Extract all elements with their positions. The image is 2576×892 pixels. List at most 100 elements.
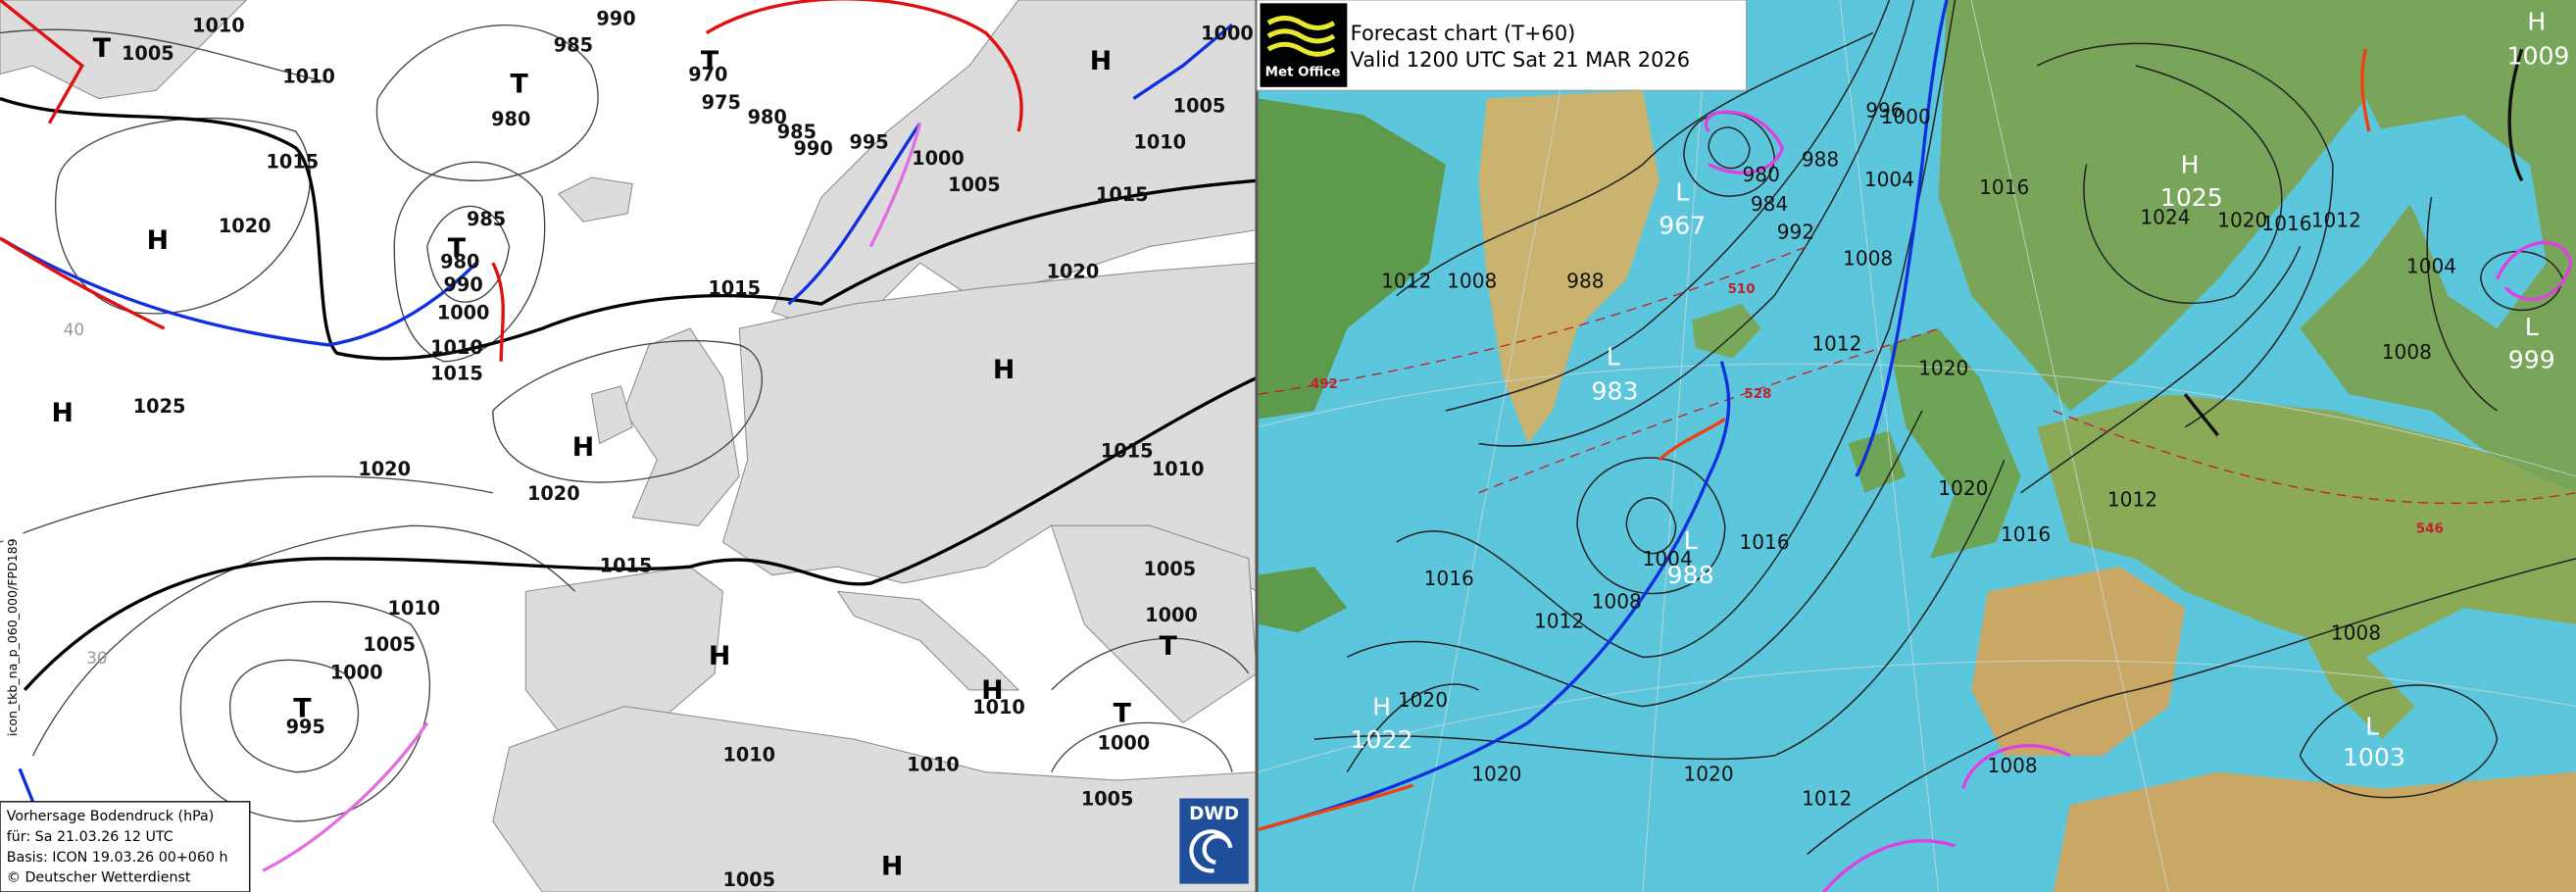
legend-line: Vorhersage Bodendruck (hPa) (7, 809, 215, 824)
isobar-label: 1016 (1739, 530, 1789, 554)
met-office-map: Met Office Forecast chart (T+60) Valid 1… (1256, 0, 2576, 892)
pressure-centre: H (981, 675, 1003, 706)
isobar-label: 990 (444, 273, 483, 296)
isobar-label: 995 (850, 130, 889, 153)
isobar-label: 1010 (722, 743, 775, 766)
isobar-label: 980 (748, 106, 787, 128)
isobar-label: 990 (794, 137, 833, 160)
isobar-label: 1015 (1101, 439, 1154, 462)
model-code: icon_tkb_na_p_060_000/FPD189 (5, 538, 20, 736)
isobar-label: 1020 (219, 215, 272, 237)
pressure-centre: T (701, 46, 719, 76)
legend-line: © Deutscher Wetterdienst (7, 870, 191, 886)
isobar-label: 1000 (1881, 105, 1931, 128)
isobar-label: 1005 (363, 633, 416, 656)
isobar-label: 1015 (430, 363, 483, 385)
isobar-label: 1000 (330, 662, 383, 684)
isobar-label: 1020 (527, 482, 580, 505)
isobar-label: 1010 (430, 336, 483, 359)
isobar-label: 990 (596, 8, 635, 30)
isobar-label: 1015 (708, 276, 761, 299)
thickness-label: 528 (1744, 387, 1771, 402)
isobar-label: 992 (1777, 220, 1814, 243)
pressure-centre: 988 (1667, 561, 1714, 589)
pressure-centre: H (1090, 46, 1112, 76)
isobar-label: 1025 (133, 395, 186, 418)
isobar-label: 988 (1802, 148, 1839, 172)
isobar-label: 1005 (1173, 94, 1226, 117)
thickness-label: 492 (1311, 377, 1338, 392)
pressure-centre: 967 (1659, 211, 1706, 239)
isobar-label: 1005 (722, 868, 775, 891)
isobar-label: 1016 (2261, 212, 2311, 235)
isobar-label: 1020 (358, 458, 411, 480)
isobar-label: 1008 (1592, 590, 1642, 614)
isobar-label: 1020 (1938, 476, 1988, 500)
isobar-label: 980 (491, 108, 530, 130)
isobar-label: 984 (1751, 192, 1788, 216)
isobar-label: 1020 (1398, 688, 1448, 712)
pressure-centre: H (572, 432, 594, 463)
isobar-label: 1012 (2107, 488, 2157, 512)
pressure-centre: H (709, 641, 730, 671)
isobar-label: 1010 (907, 753, 960, 775)
isobar-label: 1015 (1096, 183, 1149, 206)
pressure-centre: 1025 (2160, 183, 2223, 212)
isobar-label: 1004 (1864, 168, 1914, 191)
isobar-label: 1010 (1133, 130, 1186, 153)
isobar-label: 1010 (192, 14, 245, 36)
isobar-label: 1024 (2140, 205, 2190, 228)
isobar-label: 980 (1742, 163, 1779, 186)
pressure-centre: H (1372, 692, 1391, 720)
pressure-centre: 999 (2508, 346, 2555, 374)
chart-title: Forecast chart (T+60) (1351, 22, 1576, 45)
isobar-label: 1020 (2217, 209, 2267, 232)
isobar-label: 1004 (1643, 547, 1693, 570)
isobar-label: 1012 (1381, 270, 1431, 293)
isobar-label: 1010 (972, 696, 1025, 719)
isobar-label: 996 (1865, 98, 1903, 122)
latitude-label: 40 (64, 320, 84, 339)
isobar-label: 1005 (1081, 788, 1134, 811)
isobar-label: 985 (467, 208, 506, 230)
pressure-centre: T (448, 233, 467, 264)
pressure-centre: H (993, 355, 1015, 385)
pressure-centre: H (2181, 150, 2200, 178)
pressure-centre: 1022 (1351, 725, 1413, 754)
isobar-label: 1000 (912, 147, 965, 170)
pressure-centre: L (1675, 178, 1689, 207)
isobar-label: 1000 (437, 302, 490, 324)
thickness-label: 546 (2416, 522, 2444, 537)
pressure-centre: L (1607, 342, 1620, 371)
pressure-centre: 1003 (2343, 743, 2405, 771)
met-office-logo: Met Office (1265, 66, 1341, 80)
isobar-label: 1008 (1988, 754, 2038, 777)
isobar-label: 980 (440, 251, 479, 273)
isobar-label: 1020 (1918, 357, 1968, 380)
isobar-label: 985 (777, 121, 817, 143)
thickness-label: 510 (1728, 282, 1756, 297)
dwd-logo: DWD (1189, 804, 1239, 824)
isobar-label: 1000 (1098, 732, 1151, 755)
isobar-label: 1015 (600, 555, 653, 577)
pressure-centre: T (293, 693, 312, 723)
pressure-centre: 1009 (2506, 42, 2569, 71)
pressure-centre: 983 (1592, 377, 1639, 406)
pressure-centre: L (1684, 526, 1698, 555)
isobar-label: 1012 (1802, 787, 1852, 811)
isobar-label: 1012 (1811, 331, 1861, 355)
pressure-centre: H (881, 851, 903, 881)
pressure-centre: H (51, 398, 73, 428)
pressure-centre: L (2525, 313, 2539, 341)
isobar-label: 1012 (2311, 209, 2361, 232)
isobar-label: 970 (688, 64, 727, 86)
legend-line: für: Sa 21.03.26 12 UTC (7, 829, 173, 845)
isobar-label: 1010 (1152, 458, 1205, 480)
pressure-centre: L (2365, 712, 2379, 740)
dwd-map: icon_tkb_na_p_060_000/FPD189 Vorhersage … (0, 0, 1258, 892)
isobar-label: 1008 (1843, 246, 1893, 270)
isobar-label: 1016 (1424, 567, 1474, 590)
isobar-label: 1015 (267, 150, 320, 173)
isobar-label: 1008 (2331, 620, 2381, 644)
isobar-label: 1000 (1145, 604, 1198, 626)
